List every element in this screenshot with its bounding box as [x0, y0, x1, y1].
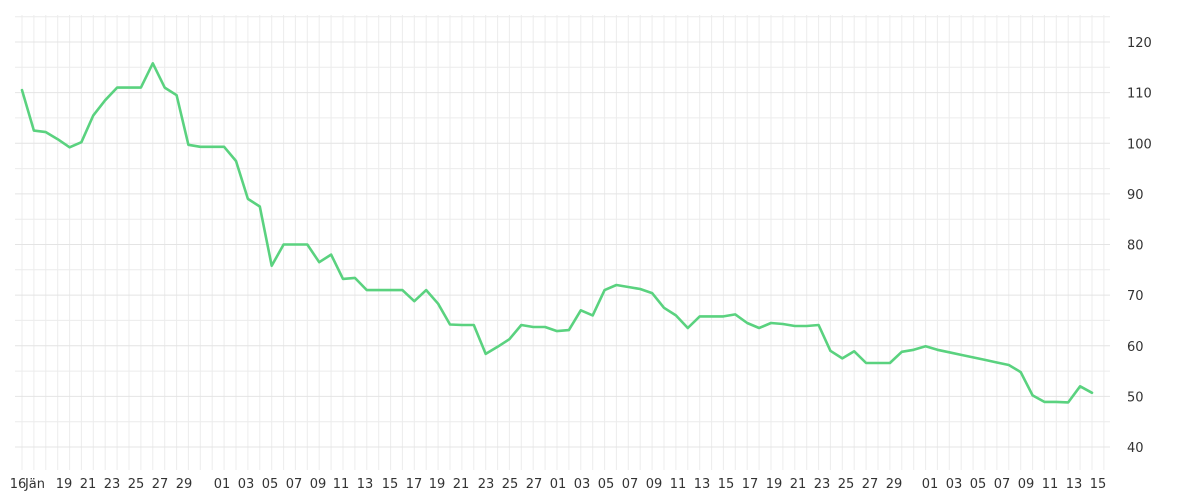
x-tick-label: 03 [946, 477, 963, 492]
x-tick-label: 27 [862, 477, 879, 492]
x-tick-label: 07 [286, 477, 303, 492]
x-tick-label: 27 [526, 477, 543, 492]
x-tick-label: 25 [128, 477, 145, 492]
x-tick-label: 13 [694, 477, 711, 492]
y-tick-label: 110 [1127, 87, 1152, 102]
x-tick-label: 23 [104, 477, 121, 492]
y-tick-label: 70 [1127, 289, 1144, 304]
x-tick-label: 19 [56, 477, 73, 492]
x-tick-label: 15 [1090, 477, 1107, 492]
x-tick-label: 03 [574, 477, 591, 492]
x-tick-label: 11 [333, 477, 350, 492]
x-tick-label: 09 [310, 477, 327, 492]
y-tick-label: 120 [1127, 36, 1152, 51]
x-tick-label: 25 [502, 477, 519, 492]
x-tick-label: 05 [970, 477, 987, 492]
x-tick-label: 17 [406, 477, 423, 492]
grid [15, 15, 1110, 470]
x-tick-label: 23 [478, 477, 495, 492]
y-tick-label: 40 [1127, 441, 1144, 456]
x-tick-label: 16 [10, 477, 27, 492]
x-tick-label: 11 [670, 477, 687, 492]
y-tick-label: 50 [1127, 390, 1144, 405]
x-tick-label: 27 [152, 477, 169, 492]
x-tick-label: 01 [214, 477, 231, 492]
x-tick-label: 21 [790, 477, 807, 492]
x-tick-label: 09 [646, 477, 663, 492]
x-tick-label: 01 [922, 477, 939, 492]
series-layer [20, 61, 1094, 404]
x-tick-label: 07 [994, 477, 1011, 492]
y-tick-label: 90 [1127, 188, 1144, 203]
x-tick-label: 21 [453, 477, 470, 492]
x-tick-label: 13 [1066, 477, 1083, 492]
x-tick-label: 25 [838, 477, 855, 492]
y-tick-label: 60 [1127, 340, 1144, 355]
x-tick-label: 19 [429, 477, 446, 492]
y-tick-label: 100 [1127, 137, 1152, 152]
x-tick-label: 09 [1018, 477, 1035, 492]
x-tick-label: 13 [357, 477, 374, 492]
x-tick-label: 17 [742, 477, 759, 492]
x-tick-label: 15 [718, 477, 735, 492]
x-tick-label: 01 [550, 477, 567, 492]
x-tick-label: 05 [262, 477, 279, 492]
y-axis: 40 50 60 70 80 90 100 110 120 [1127, 36, 1152, 456]
x-tick-label: 29 [176, 477, 193, 492]
x-tick-label: 29 [886, 477, 903, 492]
x-tick-label: Jän [24, 477, 45, 492]
x-tick-label: 15 [382, 477, 399, 492]
x-tick-label: 05 [598, 477, 615, 492]
x-tick-label: 21 [80, 477, 97, 492]
x-tick-label: 23 [814, 477, 831, 492]
x-tick-label: 03 [238, 477, 255, 492]
x-tick-label: 19 [766, 477, 783, 492]
y-tick-label: 80 [1127, 239, 1144, 254]
x-tick-label: 11 [1042, 477, 1059, 492]
x-tick-label: 07 [622, 477, 639, 492]
series-line [20, 61, 1094, 404]
